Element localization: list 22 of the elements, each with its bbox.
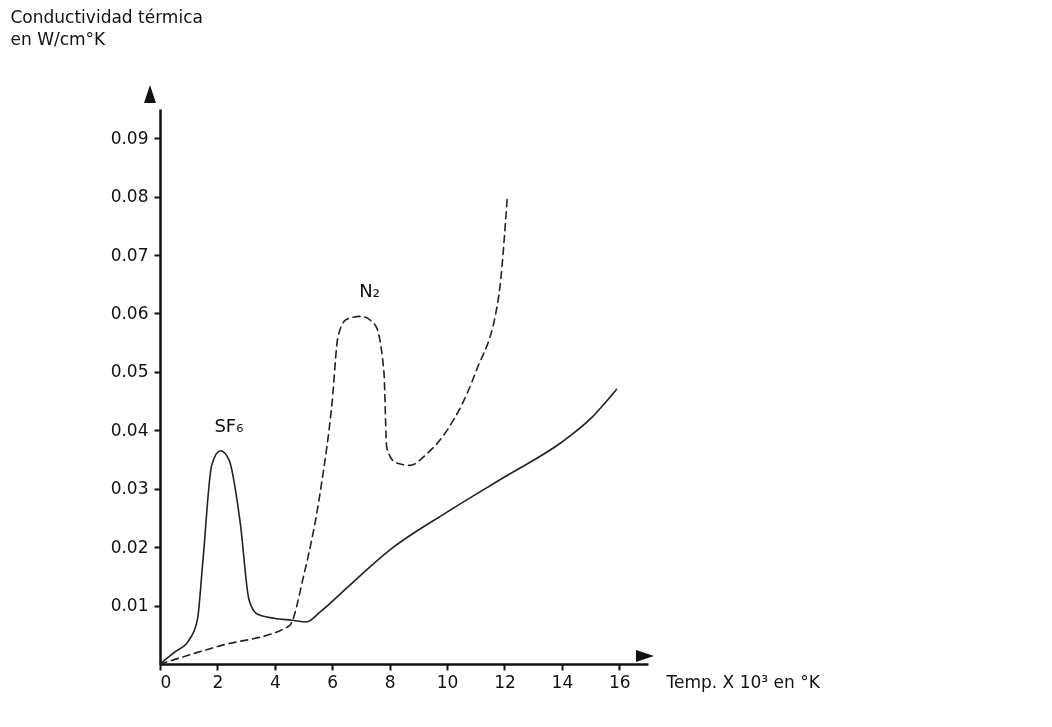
y-tick-label: 0.08 [110, 186, 149, 207]
x-tick-label: 14 [551, 671, 574, 692]
x-tick-label: 16 [608, 671, 631, 692]
annotation: N₂ [359, 280, 380, 302]
x-tick-label: 8 [384, 671, 396, 692]
x-axis-title: Temp. X 10³ en °K [665, 671, 821, 692]
y-tick-label: 0.06 [110, 302, 149, 323]
x-tick-label: 12 [494, 671, 516, 692]
x-tick-label: 10 [436, 671, 459, 692]
annotation: SF₆ [214, 414, 244, 436]
y-tick-label: 0.07 [110, 244, 149, 265]
y-tick-label: 0.01 [110, 595, 149, 616]
y-axis-title: Conductividad térmica en W/cm°K [10, 6, 203, 49]
y-tick-label: 0.05 [110, 361, 149, 382]
x-tick-label: 2 [212, 671, 224, 692]
y-tick-label: 0.02 [110, 536, 149, 557]
x-tick-label: 0 [160, 671, 172, 692]
x-tick-label: 6 [327, 671, 339, 692]
y-tick-label: 0.09 [110, 127, 149, 148]
y-tick-label: 0.04 [110, 419, 149, 440]
x-tick-label: 4 [269, 671, 281, 692]
y-tick-label: 0.03 [110, 478, 149, 499]
